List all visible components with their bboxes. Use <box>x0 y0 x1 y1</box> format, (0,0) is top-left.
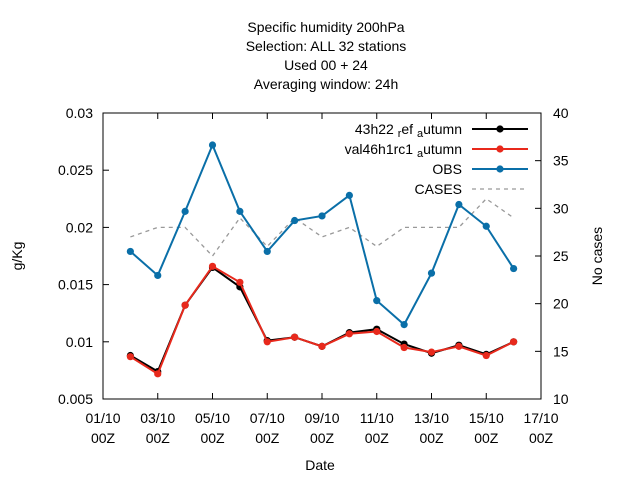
legend-marker <box>496 165 504 173</box>
axes: 0.005 0.01 0.015 0.02 0.025 0.03 10 15 20 25 30 35 4… <box>58 105 569 446</box>
data-point <box>154 271 162 280</box>
legend-marker <box>496 125 504 133</box>
x-tick-label: 17/10 <box>523 410 558 426</box>
data-point <box>345 191 353 199</box>
legend-label: CASES <box>415 181 462 197</box>
title-line: Used 00 + 24 <box>284 57 368 73</box>
legend-label-part: 43h22 <box>355 121 398 137</box>
y-tick-label: 0.005 <box>58 391 93 407</box>
data-point <box>427 269 436 277</box>
legend-marker <box>496 145 504 153</box>
data-point <box>482 351 490 360</box>
x-tick-label: 03/10 <box>140 410 175 426</box>
y-axis-label: g/Kg <box>9 242 25 271</box>
x-tick-label-time: 00Z <box>310 430 335 446</box>
legend-label-sub: r <box>398 128 402 140</box>
data-point <box>154 370 162 378</box>
data-point <box>400 321 408 329</box>
data-point <box>400 343 408 352</box>
x-tick-label-time: 00Z <box>91 430 116 446</box>
y2-tick-label: 30 <box>553 200 569 216</box>
data-point <box>291 333 299 341</box>
x-tick-label: 07/10 <box>250 410 285 426</box>
y2-tick-label: 20 <box>553 296 569 312</box>
data-point <box>208 262 217 270</box>
y2-axis-label: No cases <box>589 227 605 285</box>
y-tick-label: 0.025 <box>58 162 93 178</box>
y2-tick-label: 15 <box>553 343 569 359</box>
legend-label-sub: a <box>417 148 424 160</box>
y2-tick-label: 25 <box>553 248 569 264</box>
data-point <box>510 338 518 346</box>
series-line-1 <box>129 264 515 376</box>
data-point <box>263 247 271 256</box>
data-point <box>126 353 134 361</box>
title-line: Specific humidity 200hPa <box>247 19 404 35</box>
series-line-3 <box>130 197 514 258</box>
x-tick-label-time: 00Z <box>255 430 280 446</box>
title-line: Averaging window: 24h <box>254 76 399 92</box>
y-tick-label: 0.02 <box>66 219 93 235</box>
data-point <box>181 301 189 309</box>
data-point <box>318 342 326 350</box>
data-point <box>126 247 134 256</box>
y-tick-label: 0.01 <box>66 334 93 350</box>
data-point <box>455 200 463 209</box>
data-point <box>482 222 490 230</box>
x-tick-label-time: 00Z <box>529 430 554 446</box>
y-tick-label: 0.015 <box>58 277 93 293</box>
y2-tick-label: 40 <box>553 105 569 121</box>
x-tick-label-time: 00Z <box>365 430 390 446</box>
data-point <box>510 264 518 273</box>
x-tick-label: 09/10 <box>304 410 339 426</box>
x-tick-label: 01/10 <box>85 410 120 426</box>
chart-title: Specific humidity 200hPa Selection: ALL 3… <box>246 19 407 92</box>
data-point <box>263 338 271 346</box>
legend-label-part: utumn <box>423 121 462 137</box>
data-point <box>345 330 353 338</box>
data-point <box>291 216 299 225</box>
data-point <box>236 207 244 215</box>
y-tick-label: 0.03 <box>66 105 93 121</box>
x-tick-label-time: 00Z <box>146 430 171 446</box>
data-point <box>373 327 381 336</box>
legend-label-part: ef <box>401 121 417 137</box>
x-tick-label: 15/10 <box>469 410 504 426</box>
legend-label-part: val46h1rc1 <box>345 141 417 157</box>
data-point <box>236 278 244 286</box>
legend-label: 43h22 ref autumn <box>355 121 462 140</box>
x-axis-label: Date <box>305 457 335 473</box>
plot-frame <box>102 112 542 400</box>
data-point <box>427 348 436 356</box>
legend-label-part: utumn <box>423 141 462 157</box>
data-point <box>318 212 326 220</box>
data-point <box>373 297 381 305</box>
data-point <box>181 207 189 215</box>
y2-tick-label: 10 <box>553 391 569 407</box>
series-line-0 <box>129 266 515 373</box>
legend-label: val46h1rc1 autumn <box>345 141 462 160</box>
y2-tick-label: 35 <box>553 153 569 169</box>
x-tick-label: 05/10 <box>195 410 230 426</box>
x-tick-label: 13/10 <box>414 410 449 426</box>
x-tick-label-time: 00Z <box>419 430 444 446</box>
data-point <box>455 342 463 350</box>
x-tick-label: 11/10 <box>360 410 394 426</box>
legend-label-sub: a <box>417 128 424 140</box>
legend-label: OBS <box>432 161 462 177</box>
data-point <box>208 141 217 149</box>
x-tick-label-time: 00Z <box>474 430 499 446</box>
x-tick-label-time: 00Z <box>200 430 225 446</box>
series <box>126 141 518 378</box>
title-line: Selection: ALL 32 stations <box>246 38 407 54</box>
